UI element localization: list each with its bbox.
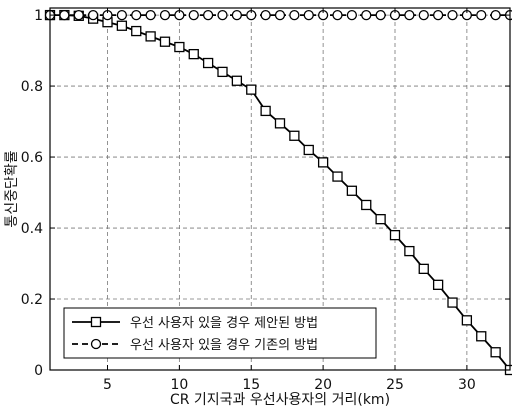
data-point — [218, 11, 227, 20]
data-point — [448, 11, 457, 20]
y-tick-label: 0 — [34, 363, 43, 379]
data-point — [304, 11, 313, 20]
data-point — [290, 11, 299, 20]
data-point — [362, 11, 371, 20]
data-point — [204, 11, 213, 20]
data-point — [434, 280, 443, 289]
data-point — [290, 131, 299, 140]
data-point — [362, 200, 371, 209]
data-point — [132, 11, 141, 20]
x-tick-label: 30 — [458, 377, 476, 393]
data-point — [146, 32, 155, 41]
y-tick-label: 0.8 — [21, 79, 43, 95]
data-point — [276, 119, 285, 128]
data-point — [146, 11, 155, 20]
data-point — [477, 332, 486, 341]
data-point — [347, 11, 356, 20]
data-point — [261, 106, 270, 115]
data-point — [419, 11, 428, 20]
x-tick-label: 5 — [103, 377, 112, 393]
data-point — [161, 37, 170, 46]
data-point — [232, 11, 241, 20]
data-point — [232, 76, 241, 85]
data-point — [261, 11, 270, 20]
y-axis-label: 통신중단확률 — [4, 150, 20, 227]
data-point — [92, 340, 101, 349]
data-point — [89, 11, 98, 20]
data-point — [247, 85, 256, 94]
data-point — [333, 172, 342, 181]
data-point — [333, 11, 342, 20]
x-axis-label: CR 기지국과 우선사용자의 거리(km) — [170, 392, 390, 408]
data-point — [117, 21, 126, 30]
x-tick-label: 25 — [386, 377, 404, 393]
data-point — [276, 11, 285, 20]
data-point — [204, 59, 213, 68]
data-point — [405, 247, 414, 256]
legend-label: 우선 사용자 있을 경우 기존의 방법 — [130, 338, 318, 353]
data-point — [92, 318, 101, 327]
data-point — [60, 11, 69, 20]
data-point — [434, 11, 443, 20]
data-point — [189, 11, 198, 20]
y-tick-label: 0.4 — [21, 221, 43, 237]
y-tick-label: 0.2 — [21, 292, 43, 308]
data-point — [477, 11, 486, 20]
data-point — [189, 50, 198, 59]
data-point — [391, 231, 400, 240]
data-point — [161, 11, 170, 20]
data-point — [304, 145, 313, 154]
data-point — [376, 11, 385, 20]
data-point — [117, 11, 126, 20]
x-tick-label: 15 — [242, 377, 260, 393]
y-tick-label: 0.6 — [21, 150, 43, 166]
data-point — [491, 11, 500, 20]
data-point — [491, 348, 500, 357]
data-point — [347, 186, 356, 195]
data-point — [319, 158, 328, 167]
x-tick-label: 10 — [170, 377, 188, 393]
data-point — [175, 43, 184, 52]
legend-label: 우선 사용자 있을 경우 제안된 방법 — [130, 316, 318, 331]
data-point — [405, 11, 414, 20]
y-tick-label: 1 — [34, 8, 43, 24]
data-point — [132, 27, 141, 36]
data-point — [218, 67, 227, 76]
data-point — [419, 264, 428, 273]
data-point — [74, 11, 83, 20]
data-point — [448, 298, 457, 307]
x-tick-label: 20 — [314, 377, 332, 393]
data-point — [462, 316, 471, 325]
data-point — [376, 215, 385, 224]
